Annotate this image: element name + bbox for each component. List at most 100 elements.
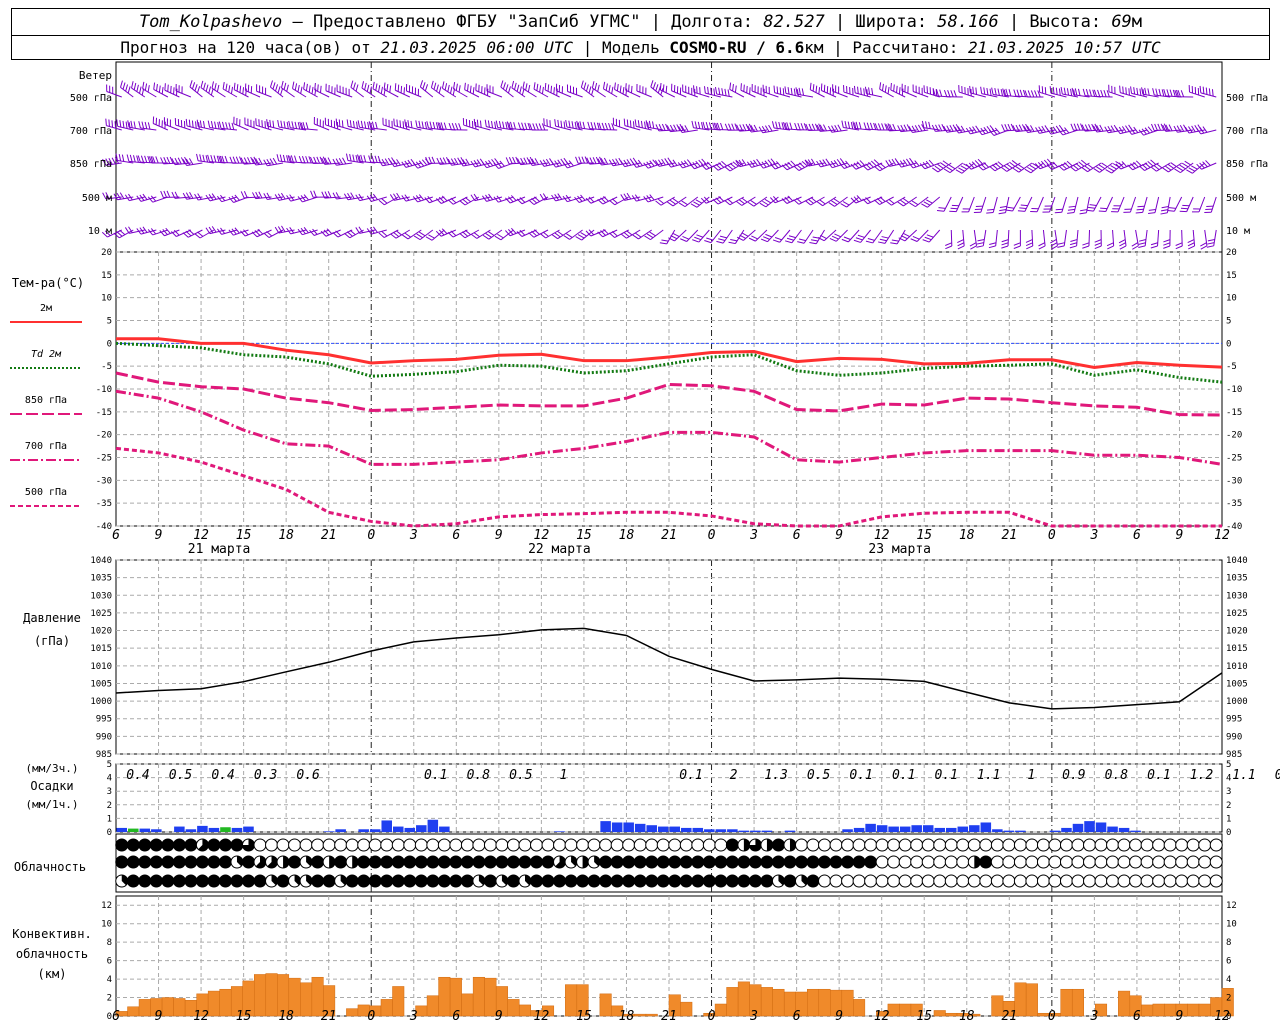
- time-axis-hour: 6: [112, 528, 120, 543]
- wind-barb-feather: [317, 84, 319, 92]
- cloud-fill-full: [853, 856, 866, 868]
- wind-barb-feather: [147, 196, 154, 203]
- wind-barb-feather: [748, 237, 756, 242]
- cloud-symbol: [771, 874, 785, 888]
- wind-barb: [494, 229, 514, 241]
- cloud-symbol: [403, 838, 417, 852]
- wind-barb-feather: [658, 159, 663, 166]
- cloud-circle: [956, 838, 970, 852]
- wind-barb-feather: [700, 122, 704, 130]
- wind-barb-feather: [650, 80, 654, 88]
- cloud-symbol: [748, 874, 762, 888]
- wind-barb-feather: [928, 121, 931, 129]
- wind-barb-feather: [955, 169, 963, 174]
- wind-barb-feather: [874, 123, 879, 131]
- wind-barb: [1150, 162, 1171, 172]
- wind-barb-feather: [280, 80, 284, 88]
- wind-barb-feather: [649, 194, 655, 201]
- temp-legend-label: Td 2м: [31, 349, 62, 360]
- wind-barb-feather: [784, 86, 787, 94]
- wind-barb: [746, 158, 768, 168]
- wind-barb-feather: [1157, 123, 1162, 131]
- wind-barb-feather: [837, 124, 842, 132]
- wind-barb-feather: [496, 161, 502, 168]
- wind-barb-feather: [866, 122, 870, 130]
- cloud-symbol: [933, 874, 947, 888]
- temp-tick-right: 15: [1226, 271, 1237, 281]
- wind-barb-feather: [729, 82, 732, 90]
- wind-barb-feather: [211, 226, 217, 233]
- wind-barb-feather: [352, 154, 355, 162]
- wind-barb-feather: [810, 239, 819, 242]
- pressure-tick-left: 1020: [90, 627, 112, 637]
- cloud-symbol: [288, 855, 302, 869]
- wind-barb: [703, 86, 721, 98]
- cloud-fill-full: [438, 875, 451, 887]
- time-axis-hour: 0: [1048, 528, 1056, 543]
- cloud-fill-full: [461, 875, 474, 887]
- cloud-circle: [518, 838, 532, 852]
- wind-barb: [736, 229, 756, 241]
- wind-barb-feather: [355, 227, 360, 234]
- wind-barb-feather: [424, 121, 428, 129]
- cloud-symbol: [875, 838, 889, 852]
- pressure-tick-right: 1015: [1226, 644, 1248, 654]
- wind-barb-feather: [689, 163, 695, 170]
- wind-barb-feather: [1092, 125, 1098, 133]
- cloud-symbol: [898, 855, 912, 869]
- wind-barb: [949, 196, 964, 213]
- wind-barb-feather: [276, 154, 280, 162]
- precip-bar: [842, 829, 853, 832]
- wind-barb-feather: [547, 84, 550, 92]
- wind-barb-feather: [200, 80, 204, 88]
- cloud-fill-full: [115, 839, 128, 851]
- cloud-fill-partial: [271, 875, 278, 886]
- wind-barb-feather: [393, 193, 398, 200]
- convective-bar: [1071, 988, 1084, 1017]
- cloud-circle: [380, 838, 394, 852]
- wind-barb-feather: [865, 240, 873, 244]
- cloud-symbol: [403, 874, 417, 888]
- wind-barb-feather: [795, 87, 798, 95]
- wind-barb-feather: [969, 127, 974, 134]
- wind-barb-feather: [525, 83, 528, 91]
- wind-barb: [366, 193, 387, 202]
- cloud-circle: [541, 838, 555, 852]
- wind-barb-feather: [677, 162, 683, 169]
- wind-barb-feather: [450, 230, 457, 236]
- wind-barb-feather: [651, 121, 655, 129]
- cloud-fill-partial: [198, 839, 209, 852]
- wind-barb-feather: [1118, 126, 1124, 134]
- wind-barb-feather: [684, 125, 689, 132]
- wind-barb-staff: [672, 196, 687, 207]
- wind-barb-staff: [508, 162, 526, 165]
- wind-barb-feather: [147, 122, 151, 130]
- cloud-circle: [506, 838, 520, 852]
- cloud-symbol: [138, 855, 152, 869]
- wind-barb: [551, 229, 572, 240]
- wind-barb-feather: [1122, 86, 1124, 94]
- wind-barb: [632, 229, 652, 240]
- wind-barb: [828, 196, 848, 207]
- wind-barb: [728, 229, 745, 245]
- cloud-symbol: [460, 838, 474, 852]
- wind-barb-feather: [335, 158, 340, 166]
- cloud-fill-full: [184, 875, 197, 887]
- wind-barb: [1200, 229, 1208, 250]
- wind-barb-feather: [433, 82, 437, 90]
- wind-barb-feather: [1170, 162, 1177, 167]
- wind-barb-staff: [1157, 229, 1160, 246]
- wind-barb: [174, 118, 192, 131]
- wind-barb: [481, 158, 503, 169]
- cloud-symbol: [564, 874, 578, 888]
- wind-barb-feather: [390, 233, 397, 239]
- cloud-symbol: [553, 874, 567, 888]
- wind-barb-feather: [871, 88, 874, 96]
- wind-barb-staff: [810, 196, 825, 206]
- wind-barb: [321, 191, 341, 199]
- wind-barb: [1104, 124, 1125, 134]
- wind-barb-feather: [750, 199, 757, 205]
- wind-barb-feather: [205, 227, 211, 234]
- cloud-circle: [956, 874, 970, 888]
- wind-barb-feather: [447, 158, 452, 166]
